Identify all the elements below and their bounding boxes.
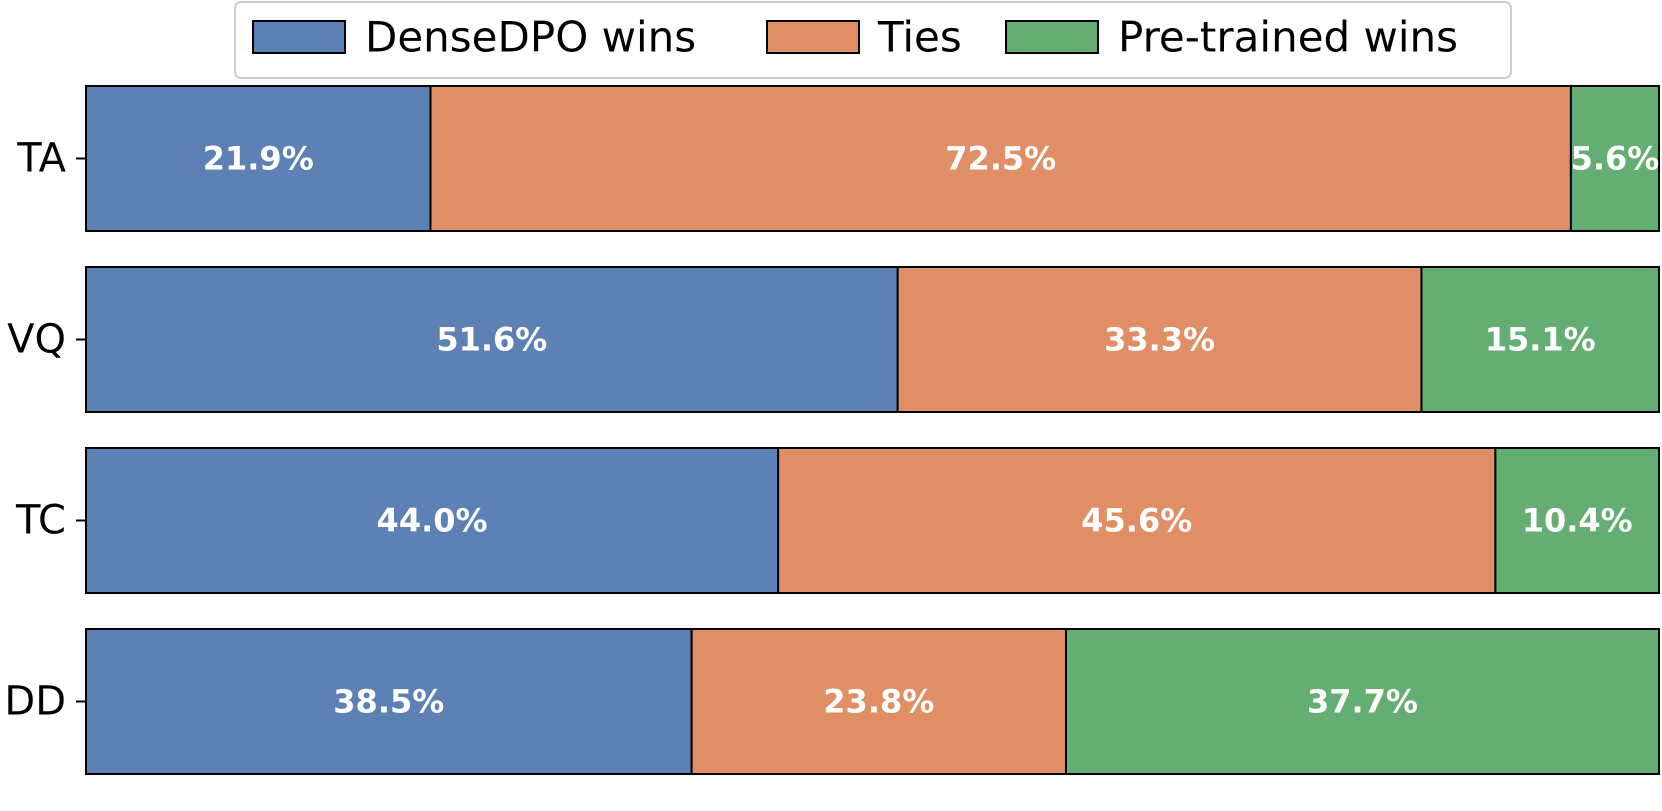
data-label-ta-pre-trained-wins: 5.6% [1571, 140, 1660, 178]
data-label-dd-ties: 23.8% [823, 683, 934, 721]
bar-vq-pre-trained-wins [1420, 266, 1661, 413]
bar-dd-ties [690, 628, 1067, 775]
data-label-tc-densedpo-wins: 44.0% [377, 502, 488, 540]
bar-vq-densedpo-wins [85, 266, 899, 413]
legend: DenseDPO wins Ties Pre-trained wins [234, 1, 1512, 79]
data-label-vq-pre-trained-wins: 15.1% [1485, 321, 1596, 359]
bar-ta-ties [429, 85, 1572, 232]
y-tick-label-dd: DD [4, 679, 66, 725]
legend-label-densedpo-wins: DenseDPO wins [365, 13, 696, 62]
data-label-dd-pre-trained-wins: 37.7% [1307, 683, 1418, 721]
data-label-tc-pre-trained-wins: 10.4% [1522, 502, 1633, 540]
data-label-vq-ties: 33.3% [1104, 321, 1215, 359]
y-tick-label-ta: TA [16, 136, 66, 182]
bar-tc-densedpo-wins [85, 447, 780, 594]
data-label-dd-densedpo-wins: 38.5% [333, 683, 444, 721]
data-label-ta-densedpo-wins: 21.9% [203, 140, 314, 178]
bar-tc-ties [777, 447, 1497, 594]
bar-dd-densedpo-wins [85, 628, 693, 775]
data-label-vq-densedpo-wins: 51.6% [436, 321, 547, 359]
legend-label-pre-trained-wins: Pre-trained wins [1118, 13, 1458, 62]
y-tick-label-tc: TC [15, 498, 66, 544]
bar-ta-pre-trained-wins [1569, 85, 1660, 232]
bar-dd-pre-trained-wins [1064, 628, 1660, 775]
bar-tc-pre-trained-wins [1494, 447, 1660, 594]
legend-swatch-ties [766, 20, 860, 54]
data-label-ta-ties: 72.5% [945, 140, 1056, 178]
legend-swatch-pre-trained-wins [1005, 20, 1099, 54]
bar-ta-densedpo-wins [85, 85, 432, 232]
legend-frame [234, 1, 1512, 79]
data-label-tc-ties: 45.6% [1081, 502, 1192, 540]
legend-label-ties: Ties [877, 13, 962, 62]
bars: 21.9% 72.5% 5.6% 51.6% 33.3% 15.1% 44.0% 45.6% 1… [85, 85, 1661, 775]
bar-vq-ties [896, 266, 1423, 413]
legend-swatch-densedpo-wins [252, 20, 346, 54]
y-tick-label-vq: VQ [7, 317, 66, 363]
y-axis: TA VQ TC DD [4, 136, 86, 725]
